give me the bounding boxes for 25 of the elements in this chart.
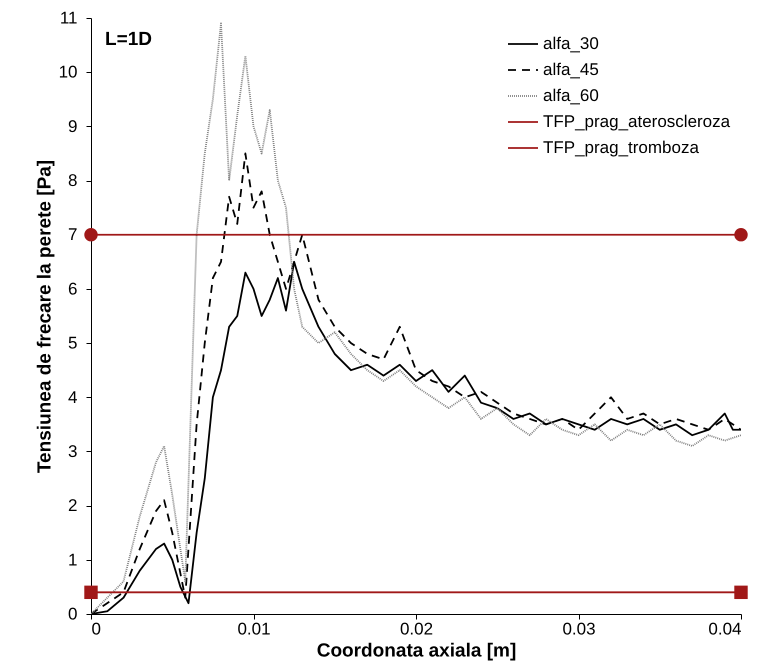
y-tick-label: 7	[68, 225, 78, 244]
y-tick-label: 9	[68, 116, 78, 136]
x-tick-label: 0	[92, 620, 101, 638]
x-tick-label: 0.04	[708, 620, 742, 638]
legend-label: TFP_prag_tromboza	[543, 138, 700, 157]
x-axis-title: Coordonata axiala [m]	[316, 640, 516, 662]
x-tick-label: 0.01	[237, 620, 271, 638]
legend-label: alfa_30	[543, 34, 599, 53]
x-tick-label: 0.02	[400, 620, 434, 638]
y-tick-label: 3	[68, 442, 78, 461]
y-tick-label: 0	[68, 604, 78, 624]
y-tick-label: 11	[60, 8, 78, 28]
y-tick-label: 10	[58, 62, 78, 82]
y-tick-label: 6	[68, 279, 78, 298]
y-tick-label: 4	[68, 388, 78, 407]
y-axis-title: Tensiunea de frecare la perete [Pa]	[34, 160, 56, 474]
annotation: L=1D	[105, 29, 152, 50]
legend-label: alfa_60	[543, 86, 599, 105]
y-tick-label: 8	[68, 171, 78, 190]
x-tick-label: 0.03	[562, 620, 596, 638]
y-tick-label: 1	[68, 550, 78, 570]
legend-label: TFP_prag_ateroscleroza	[543, 112, 731, 131]
legend-label: alfa_45	[543, 60, 599, 79]
y-tick-label: 5	[68, 334, 78, 353]
y-tick-label: 2	[68, 496, 78, 516]
